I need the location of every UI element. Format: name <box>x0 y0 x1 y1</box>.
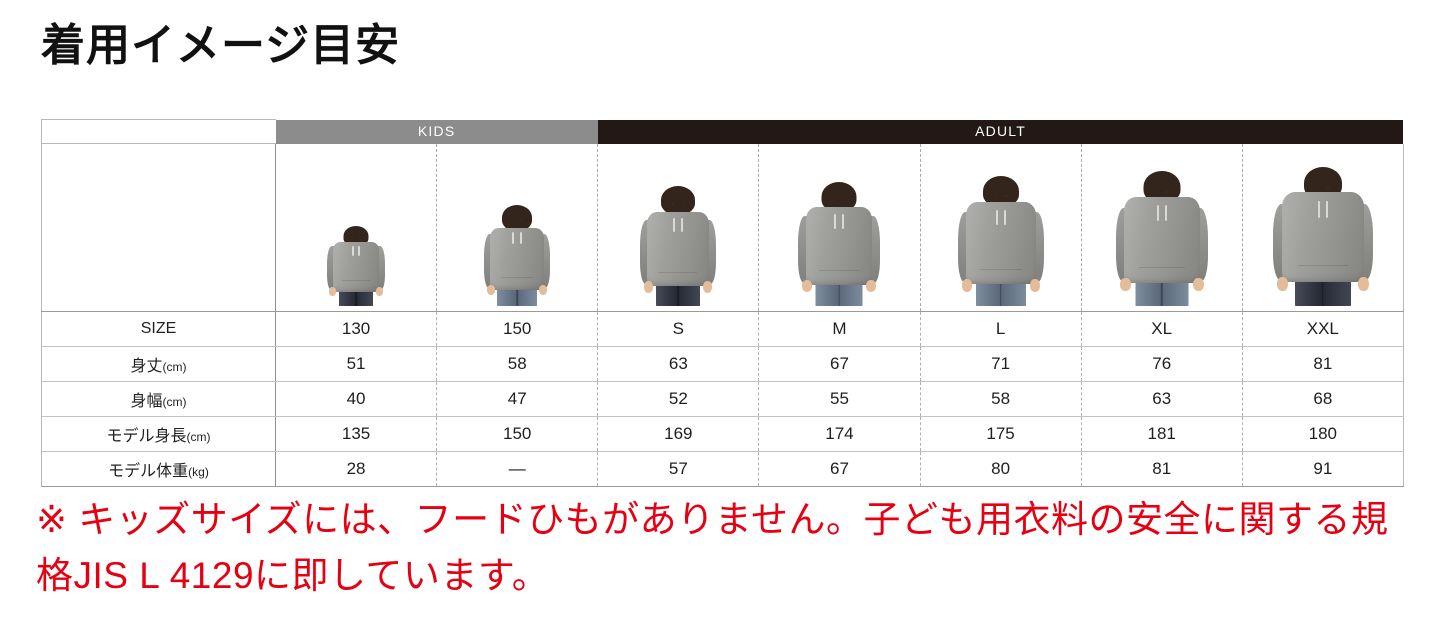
model-figure-xl <box>1082 139 1242 306</box>
row-body-length: 身丈(cm) 51 58 63 67 71 76 81 <box>41 346 1404 382</box>
model-photo-xxl <box>1241 143 1404 312</box>
group-header-adult: ADULT <box>597 119 1404 144</box>
row-label-body-width-text: 身幅 <box>130 393 163 410</box>
cell-body-width-s: 52 <box>597 381 759 417</box>
model-photo-150 <box>436 143 598 312</box>
cell-body-length-xl: 76 <box>1080 346 1243 382</box>
cell-body-width-l: 58 <box>919 381 1082 417</box>
row-size: SIZE 130 150 S M L XL XXL <box>41 311 1404 347</box>
cell-size-150: 150 <box>436 311 598 347</box>
cell-model-weight-150: — <box>436 451 598 487</box>
cell-size-l: L <box>919 311 1082 347</box>
cell-model-height-m: 174 <box>758 416 921 452</box>
cell-body-width-m: 55 <box>758 381 921 417</box>
row-label-model-weight: モデル体重(kg) <box>41 451 276 487</box>
cell-model-height-xxl: 180 <box>1241 416 1404 452</box>
row-label-model-height-text: モデル身長 <box>106 428 187 445</box>
cell-model-height-xl: 181 <box>1080 416 1243 452</box>
cell-body-length-130: 51 <box>275 346 437 382</box>
cell-model-height-150: 150 <box>436 416 598 452</box>
model-photo-xl <box>1080 143 1243 312</box>
model-photo-130 <box>275 143 437 312</box>
cell-model-weight-xxl: 91 <box>1241 451 1404 487</box>
row-model-weight: モデル体重(kg) 28 — 57 67 80 81 91 <box>41 451 1404 487</box>
cell-model-weight-m: 67 <box>758 451 921 487</box>
cell-body-length-150: 58 <box>436 346 598 382</box>
cell-model-weight-130: 28 <box>275 451 437 487</box>
row-label-model-height: モデル身長(cm) <box>41 416 276 452</box>
cell-body-width-130: 40 <box>275 381 437 417</box>
row-label-model-weight-unit: (kg) <box>188 465 209 479</box>
model-photo-m <box>758 143 921 312</box>
cell-body-width-xl: 63 <box>1080 381 1243 417</box>
row-label-body-width: 身幅(cm) <box>41 381 276 417</box>
row-label-size: SIZE <box>41 311 276 347</box>
row-label-model-weight-text: モデル体重 <box>108 463 189 480</box>
cell-size-s: S <box>597 311 759 347</box>
cell-size-xl: XL <box>1080 311 1243 347</box>
row-model-height: モデル身長(cm) 135 150 169 174 175 181 180 <box>41 416 1404 452</box>
group-header-blank <box>41 119 276 144</box>
cell-model-height-l: 175 <box>919 416 1082 452</box>
cell-model-weight-s: 57 <box>597 451 759 487</box>
row-body-width: 身幅(cm) 40 47 52 55 58 63 68 <box>41 381 1404 417</box>
cell-body-width-150: 47 <box>436 381 598 417</box>
model-photo-s <box>597 143 759 312</box>
cell-body-length-xxl: 81 <box>1241 346 1404 382</box>
cell-body-width-xxl: 68 <box>1241 381 1404 417</box>
model-figure-xxl <box>1243 139 1403 306</box>
group-header-kids: KIDS <box>275 119 598 144</box>
model-figure-130 <box>276 139 436 306</box>
cell-body-length-s: 63 <box>597 346 759 382</box>
page-title: 着用イメージ目安 <box>41 21 401 70</box>
model-figure-m <box>759 139 919 306</box>
cell-size-130: 130 <box>275 311 437 347</box>
cell-model-weight-l: 80 <box>919 451 1082 487</box>
row-label-body-length-text: 身丈 <box>130 358 163 375</box>
cell-model-height-130: 135 <box>275 416 437 452</box>
model-figure-l <box>921 139 1081 306</box>
cell-body-length-l: 71 <box>919 346 1082 382</box>
size-chart-table: KIDS ADULT <box>41 119 1404 487</box>
model-figure-150 <box>437 139 597 306</box>
footnote-text: ※ キッズサイズには、フードひもがありません。子ども用衣料の安全に関する規格JI… <box>36 499 1389 597</box>
row-label-body-length: 身丈(cm) <box>41 346 276 382</box>
group-header-row: KIDS ADULT <box>41 119 1404 144</box>
model-photo-l <box>919 143 1082 312</box>
model-photo-row <box>41 143 1404 312</box>
cell-model-height-s: 169 <box>597 416 759 452</box>
cell-body-length-m: 67 <box>758 346 921 382</box>
cell-size-m: M <box>758 311 921 347</box>
cell-size-xxl: XXL <box>1241 311 1404 347</box>
row-label-body-length-unit: (cm) <box>162 360 187 374</box>
model-photo-label-blank <box>41 143 276 312</box>
row-label-body-width-unit: (cm) <box>162 395 187 409</box>
model-figure-s <box>598 139 758 306</box>
row-label-model-height-unit: (cm) <box>186 430 211 444</box>
cell-model-weight-xl: 81 <box>1080 451 1243 487</box>
row-label-size-text: SIZE <box>140 320 177 337</box>
